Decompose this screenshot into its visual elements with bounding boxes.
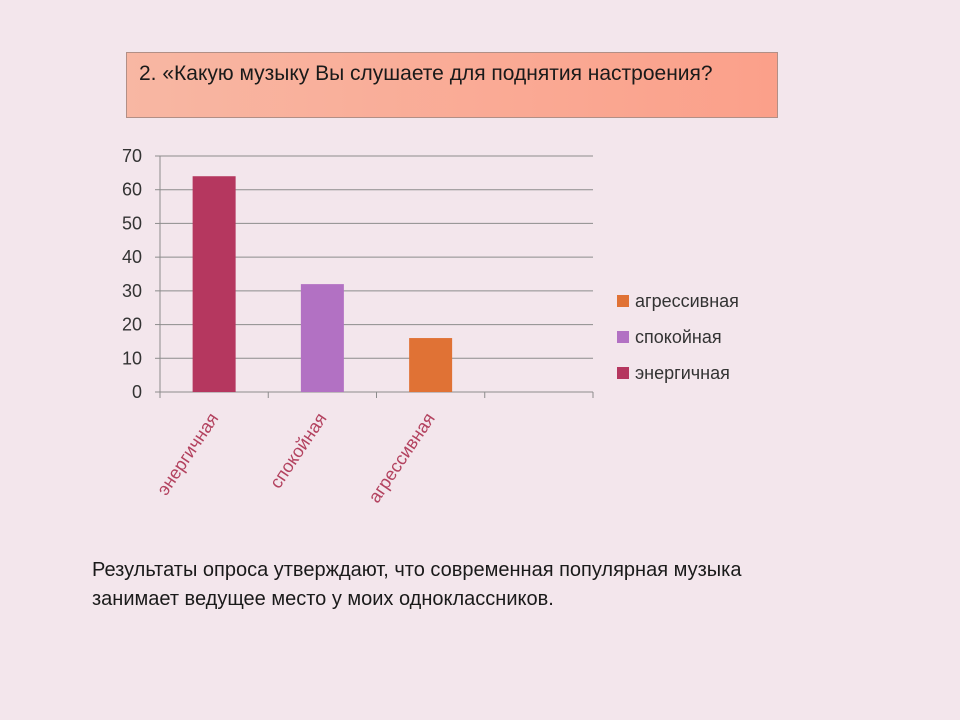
y-tick-label: 20 — [122, 315, 142, 335]
y-tick-label: 50 — [122, 213, 142, 233]
slide-title: 2. «Какую музыку Вы слушаете для подняти… — [126, 52, 778, 118]
slide-caption: Результаты опроса утверждают, что соврем… — [92, 556, 812, 614]
slide-title-text: 2. «Какую музыку Вы слушаете для подняти… — [139, 62, 713, 85]
y-tick-label: 10 — [122, 348, 142, 368]
y-tick-label: 30 — [122, 281, 142, 301]
legend-label-2: спокойная — [635, 327, 722, 347]
bar-3 — [409, 338, 453, 392]
y-tick-label: 0 — [132, 382, 142, 402]
legend-label-1: агрессивная — [635, 291, 739, 311]
slide-caption-text: Результаты опроса утверждают, что соврем… — [92, 559, 742, 610]
legend-swatch-1 — [617, 295, 629, 307]
bar-1 — [192, 176, 236, 392]
y-tick-label: 40 — [122, 247, 142, 267]
legend-swatch-2 — [617, 331, 629, 343]
x-category-label: спокойная — [266, 409, 331, 492]
legend-swatch-3 — [617, 367, 629, 379]
x-category-label: агрессивная — [364, 409, 439, 506]
legend-label-3: энергичная — [635, 363, 730, 383]
x-category-label: энергичная — [153, 409, 223, 499]
y-tick-label: 60 — [122, 180, 142, 200]
bar-2 — [300, 284, 344, 392]
y-tick-label: 70 — [122, 146, 142, 166]
